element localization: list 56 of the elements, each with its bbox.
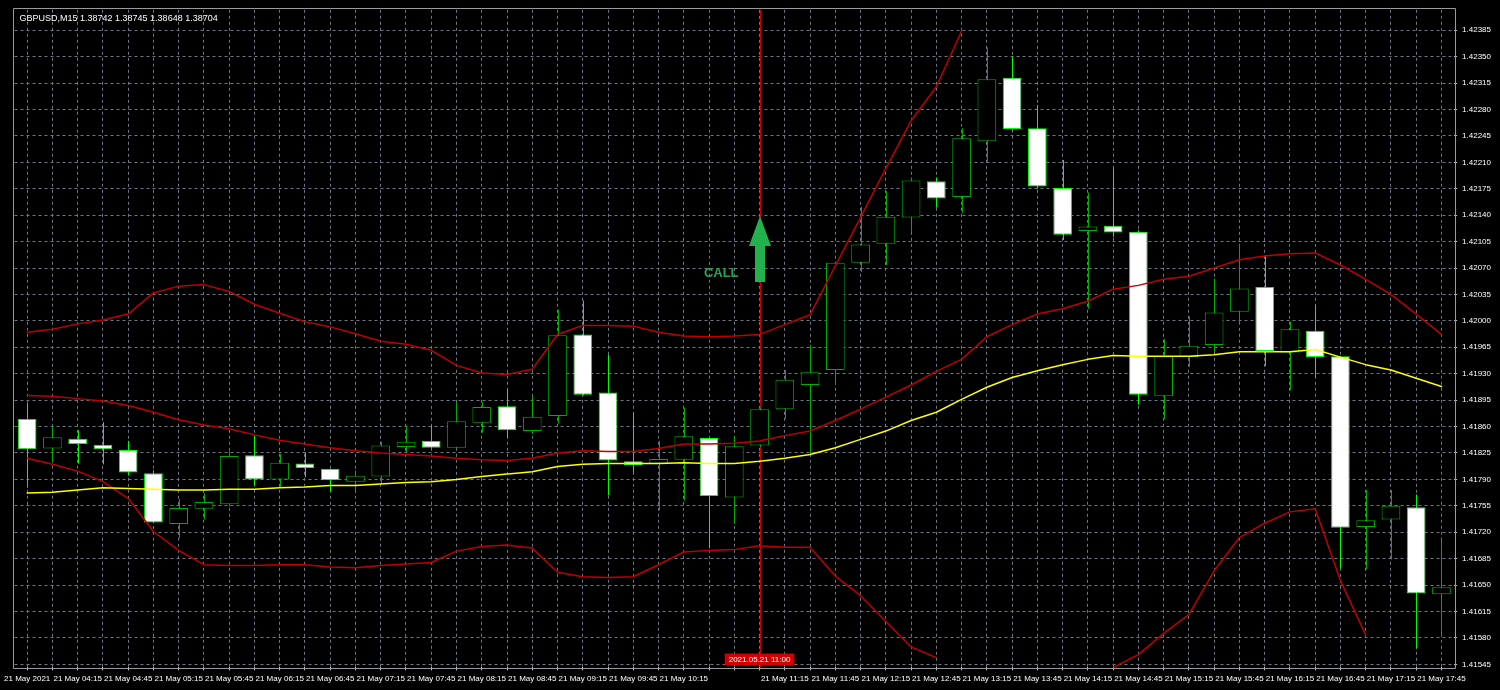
x-tick-label: 21 May 10:15 (659, 674, 709, 684)
y-tick-label: 1.41860 (1462, 421, 1492, 431)
y-tick-label: 1.41755 (1462, 501, 1492, 511)
y-tick-label: 1.42175 (1462, 183, 1492, 193)
x-tick-label: 21 May 15:15 (1164, 674, 1214, 684)
x-tick-label: 21 May 06:15 (255, 674, 305, 684)
y-tick-label: 1.41965 (1462, 342, 1492, 352)
x-tick-label: 21 May 08:15 (457, 674, 507, 684)
y-tick-label: 1.41790 (1462, 474, 1492, 484)
y-tick-label: 1.42000 (1462, 316, 1492, 326)
y-tick-label: 1.41895 (1462, 395, 1492, 405)
x-tick-label: 21 May 05:15 (154, 674, 204, 684)
x-tick-label: 21 May 16:45 (1316, 674, 1366, 684)
x-tick-label: 21 May 09:15 (558, 674, 608, 684)
x-tick-label: 21 May 07:45 (407, 674, 457, 684)
y-tick-label: 1.42210 (1462, 157, 1492, 167)
chart-title: GBPUSD,M15 1.38742 1.38745 1.38648 1.38704 (19, 12, 218, 23)
y-tick-label: 1.42070 (1462, 263, 1492, 273)
x-tick-label: 21 May 12:15 (861, 674, 911, 684)
y-tick-label: 1.41580 (1462, 633, 1492, 643)
x-tick-label: 21 May 09:45 (609, 674, 659, 684)
x-tick-label: 21 May 07:15 (356, 674, 406, 684)
x-tick-label: 21 May 12:45 (912, 674, 962, 684)
y-tick-label: 1.42385 (1462, 25, 1492, 35)
x-tick-label: 21 May 14:45 (1114, 674, 1164, 684)
y-tick-label: 1.41720 (1462, 527, 1492, 537)
x-tick-label: 21 May 04:15 (53, 674, 103, 684)
x-tick-label: 21 May 06:45 (305, 674, 355, 684)
x-tick-label: 21 May 05:45 (204, 674, 254, 684)
x-tick-label: 21 May 16:15 (1265, 674, 1315, 684)
x-tick-label: 21 May 14:15 (1063, 674, 1113, 684)
x-tick-label: 2021.05.21 11:00 (728, 655, 791, 665)
y-tick-label: 1.42280 (1462, 104, 1492, 114)
x-tick-label: 21 May 13:45 (1013, 674, 1063, 684)
x-tick-label: 21 May 15:45 (1215, 674, 1265, 684)
y-tick-label: 1.41615 (1462, 606, 1492, 616)
x-tick-label: 21 May 11:15 (760, 674, 810, 684)
x-tick-label: 21 May 17:45 (1417, 674, 1467, 684)
y-tick-label: 1.42140 (1462, 210, 1492, 220)
y-tick-label: 1.42245 (1462, 131, 1492, 141)
y-tick-label: 1.41930 (1462, 368, 1492, 378)
y-tick-label: 1.41825 (1462, 448, 1492, 458)
x-tick-label: 21 May 13:15 (962, 674, 1012, 684)
annotation: CALL (703, 264, 739, 280)
x-tick-label: 21 May 2021 (4, 674, 51, 684)
y-tick-label: 1.42035 (1462, 289, 1492, 299)
y-tick-label: 1.42315 (1462, 78, 1492, 88)
y-tick-label: 1.41650 (1462, 580, 1492, 590)
y-tick-label: 1.41685 (1462, 553, 1492, 563)
x-tick-label: 21 May 11:45 (811, 674, 860, 684)
x-tick-label: 21 May 17:15 (1366, 674, 1416, 684)
x-tick-label: 21 May 08:45 (508, 674, 558, 684)
y-tick-label: 1.42105 (1462, 236, 1492, 246)
y-tick-label: 1.41545 (1462, 659, 1492, 669)
y-tick-label: 1.42350 (1462, 51, 1492, 61)
x-tick-label: 21 May 04:45 (103, 674, 153, 684)
